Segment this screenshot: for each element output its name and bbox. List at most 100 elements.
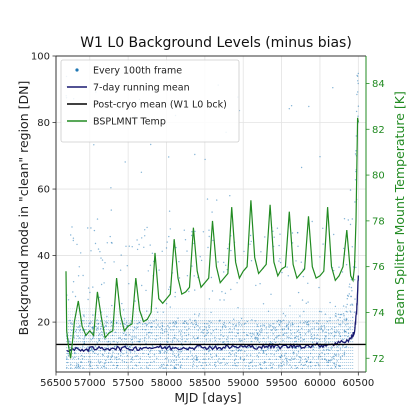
legend-box — [60, 59, 240, 143]
scatter-point — [357, 115, 359, 117]
scatter-point — [223, 261, 225, 264]
scatter-point — [248, 365, 250, 367]
scatter-point — [338, 345, 340, 347]
scatter-point — [343, 330, 346, 333]
scatter-point — [260, 331, 262, 334]
scatter-point — [191, 358, 193, 360]
scatter-point — [349, 189, 352, 191]
scatter-point — [128, 346, 131, 348]
running-mean-line — [66, 275, 359, 353]
y-axis-title: Background mode in "clean" region [DN] — [16, 81, 31, 336]
scatter-point — [296, 330, 299, 332]
scatter-point — [92, 337, 94, 340]
scatter-point — [105, 359, 107, 362]
scatter-point — [304, 333, 307, 335]
scatter-point — [169, 306, 171, 308]
x-tick-label: 57500 — [112, 378, 144, 389]
scatter-point — [98, 339, 100, 341]
scatter-point — [342, 338, 344, 341]
scatter-point — [104, 338, 106, 340]
scatter-point — [330, 367, 333, 369]
scatter-point — [105, 321, 107, 323]
scatter-point — [318, 320, 320, 322]
scatter-point — [345, 306, 347, 308]
scatter-point — [163, 363, 165, 366]
scatter-point — [209, 339, 211, 341]
x-tick-label: 58000 — [151, 378, 183, 389]
scatter-point — [111, 304, 113, 307]
scatter-point — [289, 364, 291, 366]
scatter-point — [310, 337, 312, 340]
scatter-point — [339, 316, 341, 319]
scatter-point — [144, 322, 146, 325]
scatter-point — [354, 298, 356, 300]
scatter-point — [356, 93, 358, 96]
scatter-point — [180, 366, 182, 368]
scatter-point — [316, 322, 318, 324]
scatter-point — [98, 296, 101, 299]
scatter-point — [231, 331, 233, 333]
scatter-point — [70, 363, 72, 366]
scatter-point — [210, 321, 212, 324]
scatter-point — [345, 264, 348, 266]
scatter-point — [294, 357, 296, 360]
scatter-point — [254, 338, 257, 340]
scatter-point — [147, 270, 149, 272]
scatter-point — [208, 326, 210, 329]
scatter-point — [97, 323, 99, 325]
scatter-point — [74, 330, 77, 333]
scatter-point — [187, 323, 189, 325]
scatter-point — [243, 359, 245, 361]
scatter-point — [125, 338, 127, 340]
scatter-point — [287, 323, 289, 326]
scatter-point — [324, 358, 326, 360]
scatter-point — [323, 325, 325, 327]
scatter-point — [292, 351, 294, 354]
scatter-point — [195, 359, 197, 361]
scatter-point — [89, 356, 91, 358]
scatter-point — [161, 366, 163, 368]
scatter-point — [280, 354, 283, 356]
scatter-point — [139, 357, 141, 360]
scatter-point — [268, 324, 270, 326]
scatter-point — [170, 329, 172, 331]
scatter-point — [266, 348, 269, 350]
scatter-point — [287, 327, 289, 329]
scatter-point — [72, 291, 74, 293]
scatter-point — [77, 363, 80, 366]
scatter-point — [336, 346, 338, 348]
scatter-point — [127, 366, 129, 368]
scatter-point — [326, 320, 329, 323]
scatter-point — [139, 321, 141, 324]
scatter-point — [183, 332, 186, 334]
scatter-point — [82, 274, 84, 277]
scatter-point — [75, 329, 78, 331]
scatter-point — [276, 329, 278, 331]
scatter-point — [81, 358, 84, 360]
scatter-point — [251, 365, 254, 367]
scatter-point — [105, 367, 107, 369]
scatter-point — [304, 358, 307, 360]
scatter-point — [191, 265, 193, 267]
scatter-point — [346, 298, 348, 300]
scatter-point — [279, 321, 282, 323]
scatter-point — [146, 310, 148, 312]
scatter-point — [237, 329, 239, 331]
scatter-point — [270, 362, 272, 364]
scatter-point — [79, 328, 82, 331]
scatter-point — [125, 351, 128, 353]
scatter-point — [343, 329, 346, 332]
scatter-point — [122, 332, 125, 335]
scatter-point — [318, 338, 321, 341]
scatter-point — [66, 357, 68, 359]
scatter-point — [185, 334, 187, 337]
scatter-point — [329, 317, 331, 319]
scatter-point — [208, 324, 210, 327]
scatter-point — [180, 333, 182, 335]
scatter-point — [299, 333, 302, 336]
scatter-point — [257, 334, 260, 337]
scatter-point — [94, 345, 97, 347]
scatter-point — [267, 336, 269, 338]
scatter-point — [320, 327, 322, 329]
scatter-point — [284, 357, 287, 359]
